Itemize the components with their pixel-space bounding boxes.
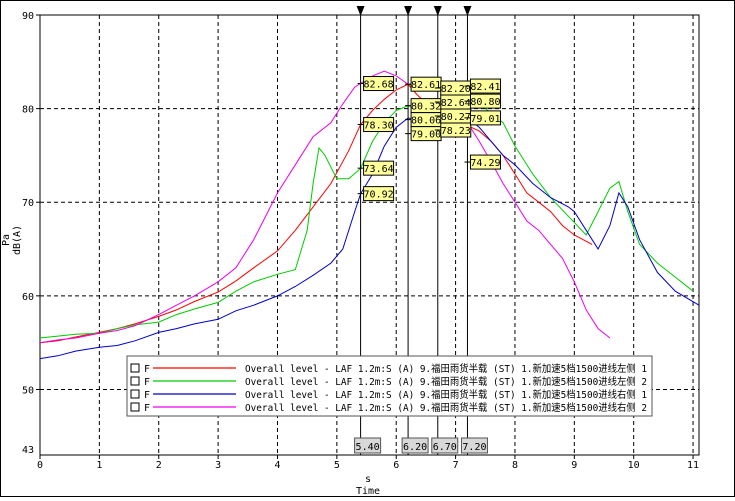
- value-label: 78.23: [434, 122, 472, 138]
- cursor-label: 6.70: [433, 442, 457, 453]
- cursor-marker-4: [463, 6, 472, 16]
- value-label: 82.68: [357, 76, 395, 92]
- legend-checkbox: [130, 363, 140, 373]
- value-label: 79.00: [405, 126, 442, 142]
- value-label: 80.06: [405, 112, 442, 128]
- y-tick-label: 70: [22, 198, 34, 209]
- value-label: 82.41: [464, 78, 501, 94]
- value-label: 80.27: [434, 108, 472, 124]
- cursor-label-box: [431, 437, 459, 454]
- legend-checkbox: [130, 402, 140, 412]
- y-axis-unit: Pa: [1, 234, 12, 246]
- value-label-text: 80.27: [441, 112, 471, 123]
- value-label-text: 78.23: [441, 126, 471, 137]
- series-line-4: [39, 70, 611, 344]
- x-tick-label: 0: [37, 460, 43, 471]
- value-label-text: 80.06: [411, 116, 441, 127]
- y-tick-label: 60: [22, 292, 34, 303]
- value-label-box: [363, 160, 395, 176]
- series-line-2: [39, 100, 694, 339]
- legend-prefix: F: [144, 377, 150, 388]
- value-label-text: 80.80: [470, 97, 500, 108]
- value-label-box: [469, 78, 501, 94]
- x-tick-label: 2: [156, 460, 162, 471]
- legend-series-name: Overall level - LAF 1.2m:S (A) 9.福田雨货半载 …: [245, 375, 647, 388]
- value-label: 80.32: [405, 98, 442, 114]
- x-tick-label: 9: [571, 460, 577, 471]
- x-tick-label: 4: [274, 460, 280, 471]
- value-label-text: 82.64: [441, 98, 471, 109]
- x-axis-title: Time: [356, 486, 380, 497]
- cursor-label-box: [354, 437, 382, 454]
- value-label-layer: 82.68 78.30 73.64 70.92 82.61 80.32 80.06 79.00…: [357, 76, 501, 202]
- value-label-text: 79.01: [470, 114, 500, 125]
- value-label-box: [363, 76, 395, 92]
- legend-checkbox: [130, 389, 140, 399]
- cursor-label-box: [401, 437, 429, 454]
- legend-prefix: F: [144, 364, 150, 375]
- cursor-label: 5.40: [356, 442, 380, 453]
- legend-series-name: Overall level - LAF 1.2m:S (A) 9.福田雨货半载 …: [245, 362, 647, 375]
- value-label: 74.29: [464, 154, 501, 170]
- y-tick-label: 90: [22, 11, 34, 22]
- legend-series-name: Overall level - LAF 1.2m:S (A) 9.福田雨货半载 …: [245, 388, 647, 401]
- cursor-label: 6.20: [403, 442, 427, 453]
- value-label: 82.61: [405, 76, 442, 92]
- value-label: 78.30: [357, 117, 395, 133]
- value-label-box: [469, 93, 501, 109]
- y-axis-title: dB(A): [12, 225, 23, 255]
- value-label: 70.92: [357, 186, 395, 202]
- value-label-box: [363, 186, 395, 202]
- value-label-box: [469, 110, 501, 126]
- value-label-text: 82.68: [364, 80, 394, 91]
- value-label-box: [363, 117, 395, 133]
- value-label: 82.20: [434, 80, 472, 96]
- legend-prefix: F: [144, 403, 150, 414]
- x-tick-label: 10: [628, 460, 640, 471]
- value-label-text: 79.00: [411, 130, 441, 141]
- x-axis-unit: s: [365, 474, 371, 485]
- axis-layer: s Time Pa dB(A) 0 1 2 3 4 5 6 7 8 9 10 11 50 60 70 80 90…: [1, 11, 699, 497]
- value-label-text: 80.32: [411, 102, 441, 113]
- cursor-label-box: [460, 437, 488, 454]
- legend: F Overall level - LAF 1.2m:S (A) 9.福田雨货半载…: [126, 355, 653, 417]
- series-line-1: [39, 83, 593, 344]
- x-tick-label: 3: [215, 460, 221, 471]
- x-tick-label: 7: [453, 460, 459, 471]
- value-label-text: 73.64: [364, 164, 394, 175]
- legend-series-name: Overall level - LAF 1.2m:S (A) 9.福田雨货半载 …: [245, 401, 647, 414]
- value-label-box: [440, 122, 472, 138]
- x-tick-label: 11: [687, 460, 699, 471]
- x-tick-label: 6: [393, 460, 399, 471]
- value-label: 80.80: [464, 93, 501, 109]
- value-label-text: 82.41: [470, 82, 500, 93]
- x-tick-label: 1: [96, 460, 102, 471]
- y-tick-label: 80: [22, 105, 34, 116]
- value-label-text: 82.20: [441, 84, 471, 95]
- value-label-text: 74.29: [470, 158, 500, 169]
- value-label: 79.01: [464, 110, 501, 126]
- x-tick-label: 8: [512, 460, 518, 471]
- y-tick-label-min: 43: [22, 445, 34, 456]
- x-tick-label: 5: [334, 460, 340, 471]
- value-label-text: 82.61: [411, 80, 441, 91]
- cursor-marker-2: [404, 6, 413, 16]
- cursor-label: 7.20: [462, 442, 486, 453]
- value-label-text: 78.30: [364, 121, 394, 132]
- legend-checkbox: [130, 376, 140, 386]
- y-tick-label: 50: [22, 385, 34, 396]
- value-label-box: [469, 154, 501, 170]
- cursor-marker-3: [433, 6, 442, 16]
- value-label: 73.64: [357, 160, 395, 176]
- cursor-marker-1: [356, 6, 365, 16]
- value-label: 82.64: [434, 94, 472, 110]
- value-label-text: 70.92: [364, 190, 394, 201]
- legend-box: [126, 355, 653, 417]
- legend-prefix: F: [144, 390, 150, 401]
